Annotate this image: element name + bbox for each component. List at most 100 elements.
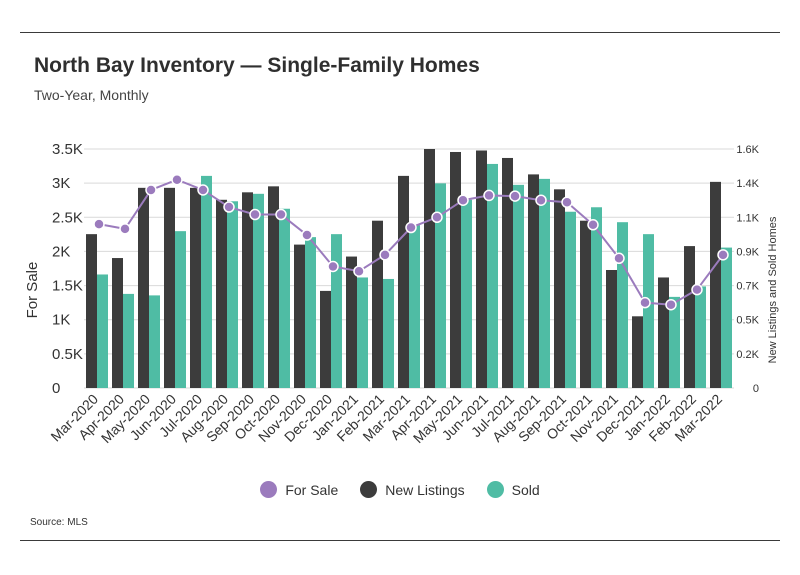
bar-sold [721,247,732,388]
bar-sold [279,208,290,388]
bar-new-listings [216,199,227,388]
bar-new-listings [138,187,149,388]
bar-new-listings [294,244,305,388]
bar-sold [305,237,316,388]
for-sale-point [587,219,599,231]
y2-tick-label: 1.4K [736,178,759,190]
bar-sold [149,295,160,388]
y-tick-label: 2.5K [52,209,83,226]
y2-tick-label: 0.5K [736,315,759,327]
source-note: Source: MLS [30,517,88,528]
y-tick-label: 3K [52,175,70,192]
for-sale-point [353,265,365,277]
bar-sold [695,286,706,388]
y-tick-label: 2K [52,243,70,260]
bar-sold [617,222,628,388]
bar-new-listings [632,316,643,388]
bar-sold [435,183,446,388]
bar-sold [383,278,394,388]
for-sale-point [145,184,157,196]
y-tick-label: 0.5K [52,346,83,363]
for-sale-point [665,298,677,311]
bar-new-listings [580,220,591,388]
top-rule [20,32,780,33]
legend-swatch-new-listings [360,481,378,498]
bar-new-listings [320,290,331,388]
for-sale-point [327,260,339,273]
for-sale-point [379,249,391,261]
bar-sold [175,231,186,388]
bar-new-listings [554,189,565,388]
for-sale-point [717,249,729,261]
bar-sold [253,193,264,388]
bar-new-listings [242,192,253,388]
y-tick-label: 1.5K [52,278,83,295]
legend-item-sold: Sold [486,481,540,498]
bar-sold [357,277,368,388]
y2-tick-label: 0.2K [736,349,759,361]
bar-new-listings [372,220,383,388]
bar-sold [643,234,654,388]
legend-item-new-listings: New Listings [360,481,465,498]
y2-tick-label: 1.6K [736,144,759,156]
bar-sold [565,211,576,388]
bar-sold [97,274,108,388]
bar-new-listings [346,256,357,388]
for-sale-point [301,229,313,241]
for-sale-point [457,194,469,206]
bar-new-listings [502,157,513,388]
bar-new-listings [112,258,123,388]
bottom-rule [20,540,780,541]
bar-new-listings [606,269,617,388]
legend-label-new-listings: New Listings [385,481,465,498]
y-tick-label: 3.5K [52,141,83,158]
legend-item-for-sale: For Sale [260,481,338,498]
bar-sold [669,296,680,388]
for-sale-point [509,190,521,202]
bar-sold [123,293,134,388]
legend-swatch-for-sale [260,481,278,498]
legend-label-sold: Sold [511,481,540,498]
bar-new-listings [424,149,435,388]
y-tick-label: 1K [52,312,70,329]
for-sale-point [561,196,573,209]
bar-sold [201,175,212,388]
bar-sold [539,178,550,388]
bar-new-listings [86,234,97,388]
bar-sold [461,199,472,388]
legend-swatch-sold [486,481,504,498]
bar-new-listings [164,187,175,388]
bar-sold [409,225,420,388]
chart-legend: For Sale New Listings Sold [0,481,800,498]
for-sale-point [613,252,625,265]
bar-sold [487,163,498,388]
for-sale-point [119,223,131,235]
bar-new-listings [528,174,539,388]
for-sale-point [483,189,495,202]
bar-new-listings [398,175,409,388]
y-tick-label: 0 [52,380,60,397]
chart-title: North Bay Inventory — Single-Family Home… [34,54,480,77]
y2-axis-title: New Listings and Sold Homes [767,216,779,363]
bar-new-listings [268,186,279,388]
for-sale-point [197,184,209,196]
for-sale-point [223,201,235,213]
y2-tick-label: 0 [753,383,759,395]
for-sale-point [691,283,703,296]
for-sale-point [93,218,105,230]
bar-new-listings [710,181,721,388]
for-sale-point [405,221,417,234]
for-sale-point [249,208,261,221]
legend-label-for-sale: For Sale [285,481,339,498]
chart-subtitle: Two-Year, Monthly [34,87,149,103]
bar-sold [331,234,342,388]
for-sale-point [275,208,287,221]
y2-tick-label: 1.1K [736,212,759,224]
bar-sold [591,207,602,388]
for-sale-point [431,211,443,224]
bar-new-listings [450,151,461,388]
bar-new-listings [476,150,487,388]
y2-tick-label: 0.9K [736,246,759,258]
y2-tick-label: 0.7K [736,281,759,293]
